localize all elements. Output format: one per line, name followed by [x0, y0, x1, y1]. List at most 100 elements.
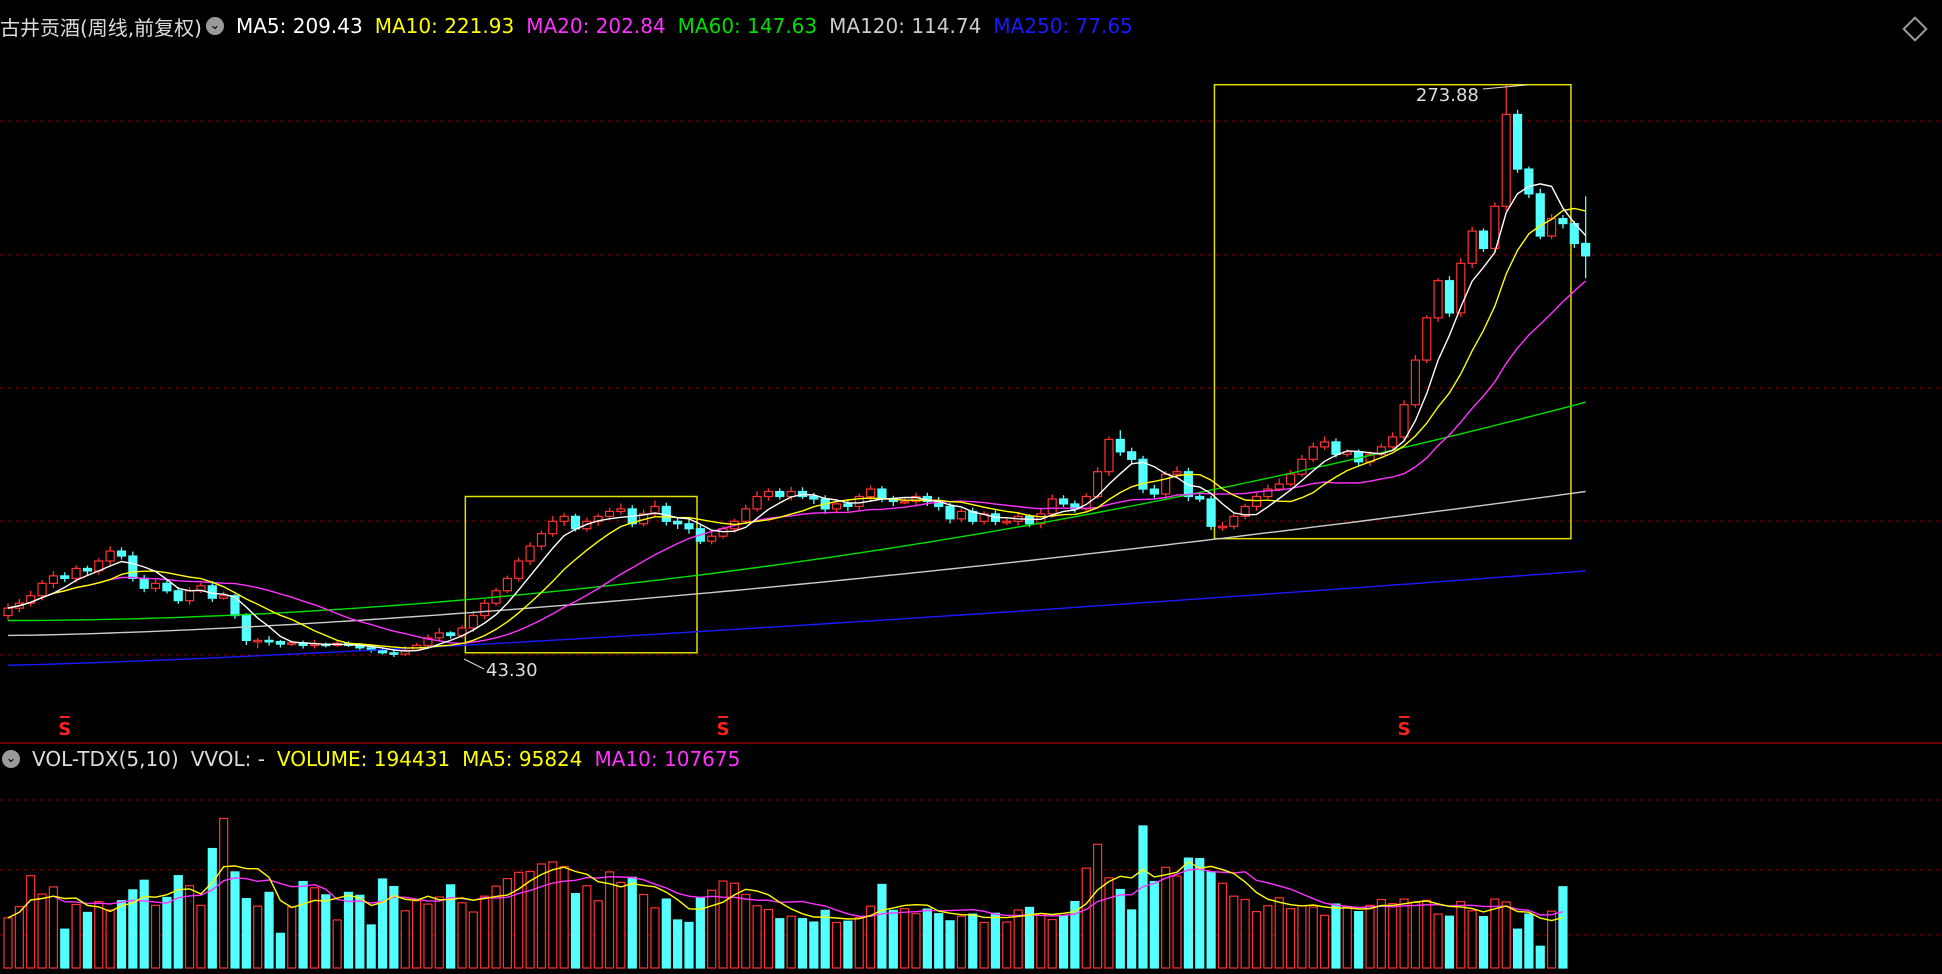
price-annotations: 273.88 43.30 S S S — [58, 84, 1527, 740]
candle-body — [423, 637, 433, 646]
volume-bar — [911, 913, 921, 969]
candle-body — [1558, 218, 1568, 225]
volume-bar — [854, 916, 864, 969]
candle-body — [377, 649, 388, 654]
ma10-line — [7, 207, 1586, 649]
volume-bar — [514, 871, 524, 969]
ma60-legend: MA60: 147.63 — [677, 14, 818, 38]
volume-bar — [377, 878, 388, 969]
volume-bar — [650, 907, 660, 969]
vol-indicator-name[interactable]: VOL-TDX(5,10) — [32, 747, 179, 771]
candle-body — [71, 567, 81, 579]
volume-bar — [1092, 843, 1103, 969]
volume-ma-lines — [7, 860, 1564, 922]
ma20-legend: MA20: 202.84 — [526, 14, 666, 38]
candle-body — [1138, 458, 1148, 490]
candle-body — [434, 632, 444, 639]
volume-bar — [1240, 898, 1250, 969]
candle-body — [741, 508, 751, 522]
volume-bar — [548, 861, 558, 969]
ma20-line — [7, 280, 1587, 645]
volume-bar — [185, 885, 195, 969]
s-marker-1: S — [717, 719, 730, 740]
volume-bar — [741, 893, 751, 969]
candle-body — [116, 550, 127, 557]
volume-bar — [1047, 918, 1057, 969]
settings-chevron-icon[interactable]: ⌄ — [205, 17, 224, 35]
volume-bar — [752, 905, 762, 969]
candle-body — [1297, 458, 1307, 475]
ma5-legend: MA5: 209.43 — [235, 14, 363, 38]
top-toolbar-strip[interactable] — [0, 0, 1942, 10]
candle-body — [400, 649, 410, 655]
volume-legend: ⌄ VOL-TDX(5,10) VVOL: - VOLUME: 194431 M… — [0, 747, 752, 771]
candle-body — [809, 495, 819, 500]
volume-bar — [1422, 899, 1432, 969]
candle-body — [1388, 436, 1398, 448]
volume-bar — [264, 891, 274, 969]
candle-body — [3, 607, 13, 617]
candle-body — [570, 515, 581, 530]
candle-body — [446, 632, 456, 637]
volume-bar — [1263, 905, 1273, 969]
candle-body — [1240, 505, 1250, 517]
volume-bar — [786, 915, 796, 969]
candle-body — [1456, 262, 1466, 314]
candle-body — [1399, 404, 1409, 438]
candle-body — [1263, 488, 1273, 498]
volume-bar — [934, 913, 944, 969]
volume-bar — [105, 909, 115, 969]
candle-body — [1058, 498, 1069, 505]
volume-bar — [48, 886, 59, 969]
volume-bar — [1217, 882, 1228, 969]
volume-bar — [1365, 904, 1375, 969]
candle-body — [502, 577, 512, 592]
candle-body — [389, 652, 399, 655]
volume-bar — [729, 882, 740, 969]
volume-bar — [1013, 909, 1023, 969]
volume-bar — [865, 905, 876, 969]
volume-bar — [1161, 866, 1171, 969]
candle-body — [1195, 495, 1205, 500]
candle-body — [1024, 515, 1035, 525]
volume-bar — [37, 893, 47, 969]
candle-body — [185, 590, 195, 602]
volume-bar — [820, 909, 830, 969]
volume-bar — [1319, 914, 1330, 969]
volume-bar — [1070, 900, 1080, 969]
volume-bar — [275, 932, 285, 969]
candle-body — [1319, 441, 1330, 448]
volume-bar — [1490, 898, 1500, 969]
volume-bar — [1036, 913, 1046, 969]
candle-body — [1274, 483, 1284, 490]
vol-ma5-value: MA5: 95824 — [462, 747, 583, 771]
volume-bar — [1172, 875, 1182, 969]
candle-body — [60, 575, 70, 579]
candle-body — [1422, 317, 1432, 361]
moving-average-lines — [7, 183, 1587, 666]
volume-bar — [684, 921, 694, 969]
candle-body — [1331, 441, 1341, 455]
candle-body — [877, 488, 887, 500]
volume-bar — [1138, 825, 1148, 969]
volume-bar — [1444, 915, 1455, 969]
candle-body — [1206, 498, 1216, 527]
volume-bar — [673, 919, 683, 969]
candle-body — [230, 595, 240, 617]
candle-body — [514, 560, 524, 579]
volume-bar — [287, 906, 297, 969]
volume-bar — [3, 917, 13, 969]
volume-bar — [389, 885, 399, 969]
ma120-line — [7, 490, 1586, 637]
volume-bar — [1002, 921, 1012, 969]
candle-body — [219, 595, 229, 599]
volume-bar — [1433, 913, 1443, 969]
volume-settings-chevron-icon[interactable]: ⌄ — [2, 750, 20, 768]
volume-bar — [763, 908, 774, 969]
candle-body — [37, 582, 47, 597]
candle-body — [1444, 280, 1455, 314]
volume-bar — [616, 881, 626, 969]
candle-body — [945, 505, 955, 520]
volume-bar — [1512, 928, 1523, 969]
